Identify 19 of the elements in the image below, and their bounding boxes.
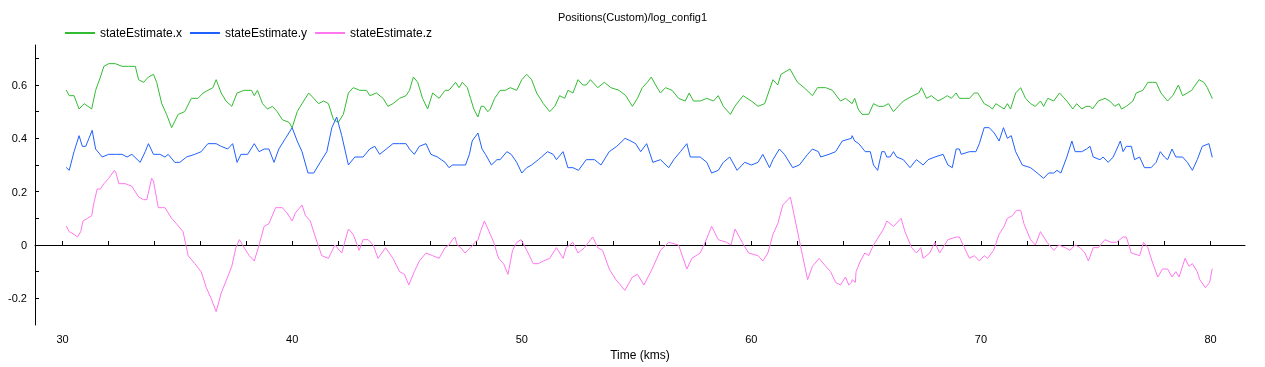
y-tick-label: 0.2 [11,185,27,198]
x-tick-label: 30 [56,332,69,345]
x-tick-label: 40 [286,332,299,345]
chart-title: Positions(Custom)/log_config1 [557,10,708,23]
line-series [65,169,1213,313]
line-series [65,116,1213,179]
y-tick-label: -0.2 [8,292,27,305]
legend-label: stateEstimate.y [225,26,308,40]
line-series [65,63,1213,129]
x-axis-title: Time (kms) [610,348,670,362]
x-tick-label: 60 [745,332,758,345]
y-tick-label: 0.6 [11,79,27,91]
y-tick-label: 0 [20,239,27,251]
legend-label: stateEstimate.x [100,26,183,40]
x-tick-label: 50 [515,332,528,345]
x-tick-label: 70 [974,332,988,345]
legend-label: stateEstimate.z [350,26,433,40]
y-tick-label: 0.4 [11,132,27,145]
x-tick-label: 80 [1204,332,1217,345]
